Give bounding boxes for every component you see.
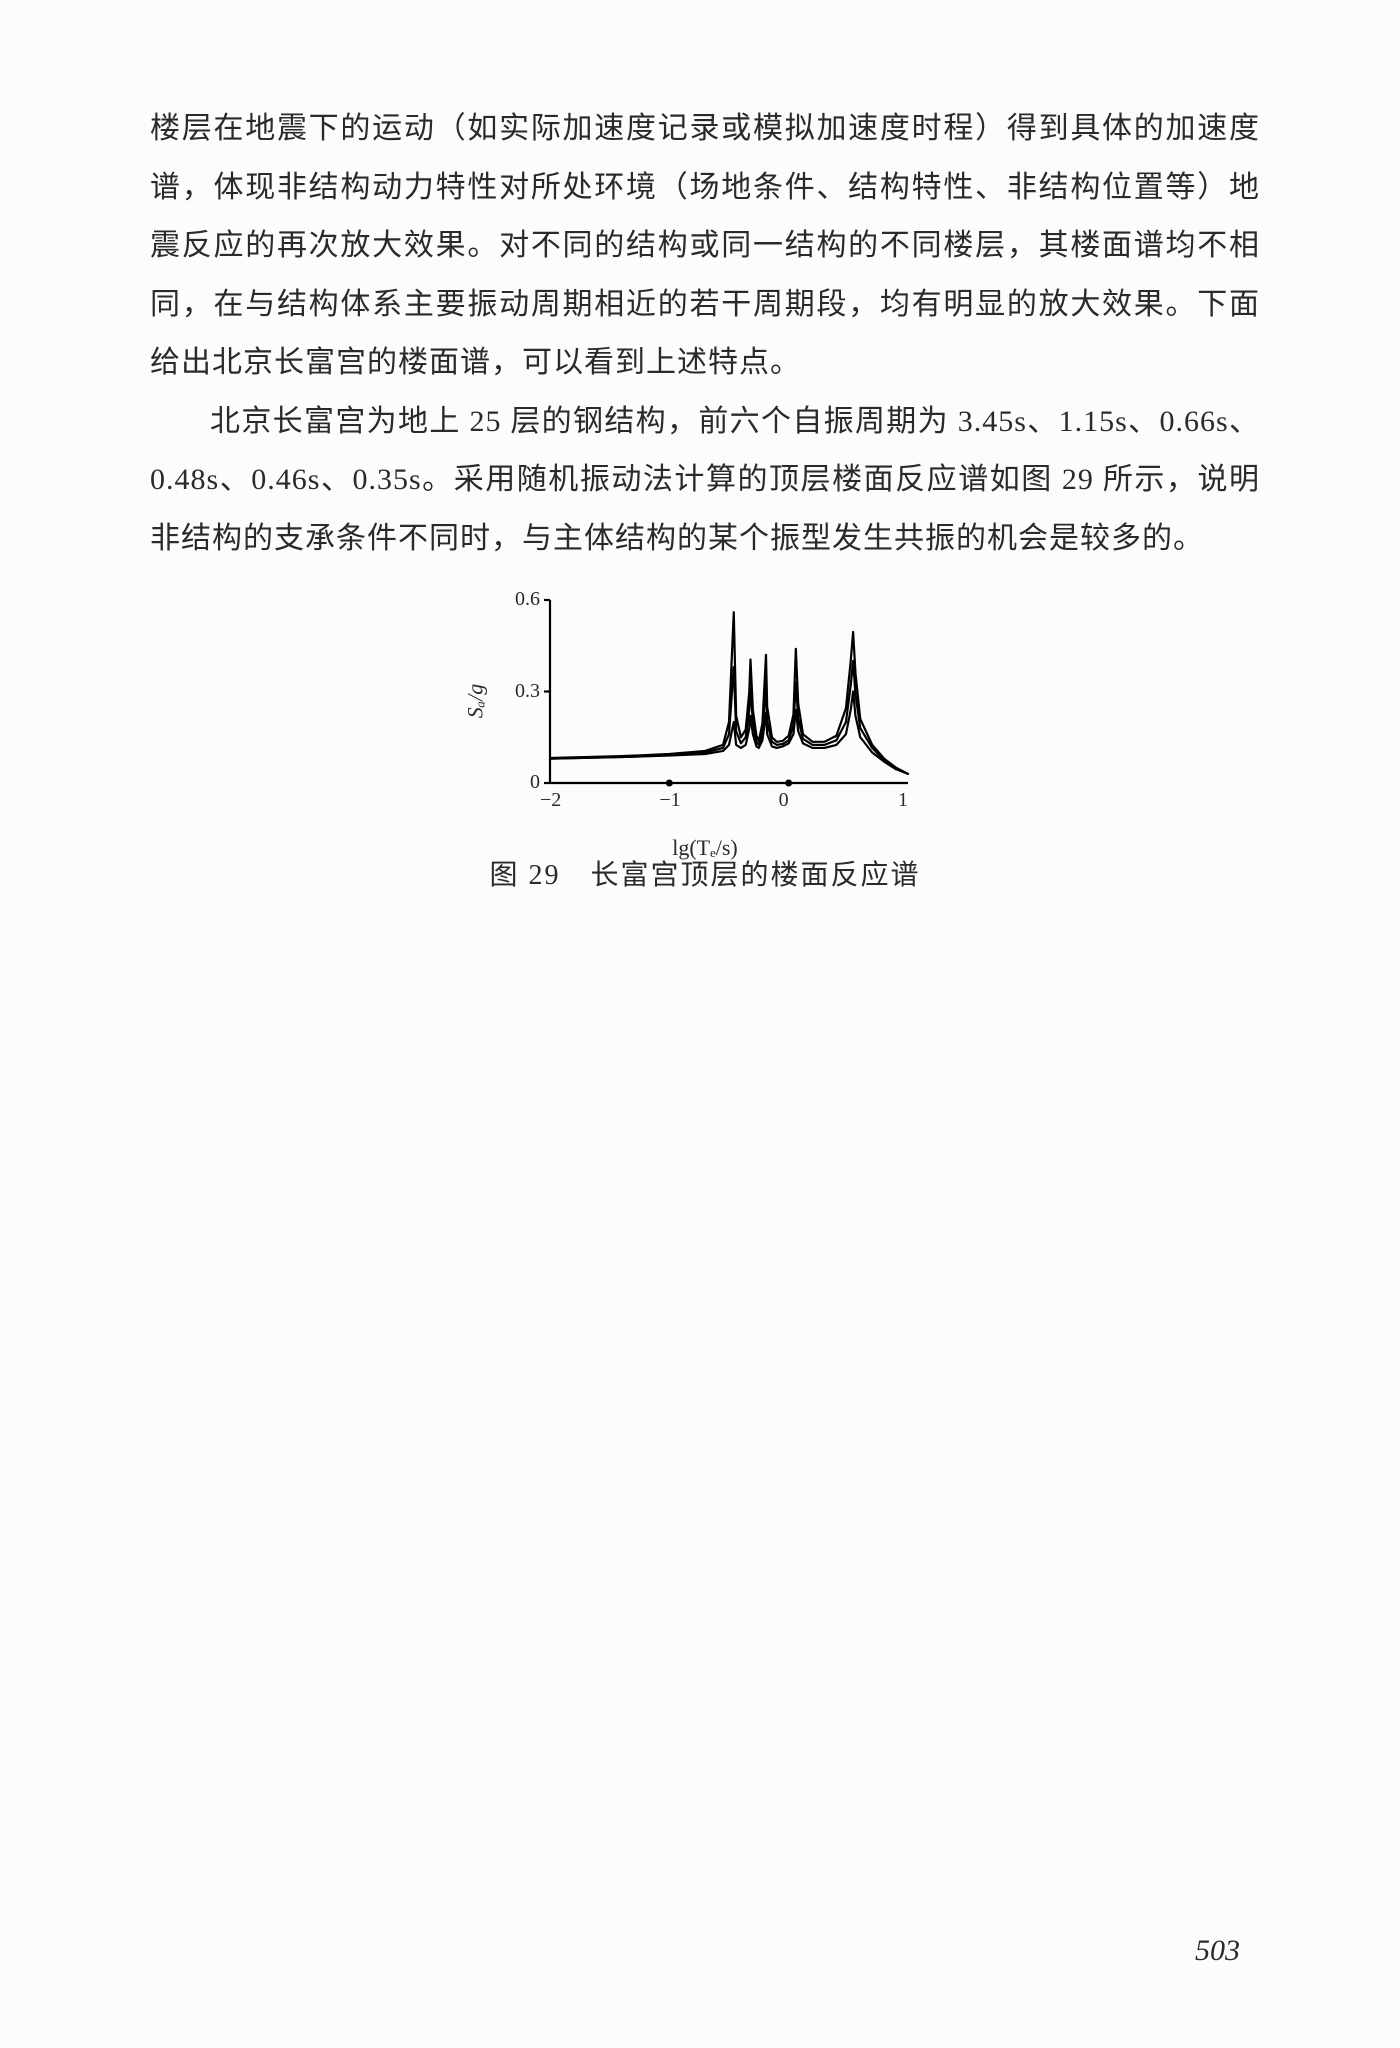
y-tick-label: 0.6	[515, 588, 540, 611]
page-number: 503	[1195, 1934, 1240, 1968]
y-tick-label: 0	[530, 771, 540, 794]
x-tick-label: −1	[659, 789, 680, 812]
chart-plot-area: Sₐ/g lg(Tₑ/s) 00.30.6−2−101	[490, 588, 920, 813]
body-paragraph-1: 楼层在地震下的运动（如实际加速度记录或模拟加速度时程）得到具体的加速度谱，体现非…	[150, 100, 1260, 393]
chart-x-axis-label: lg(Tₑ/s)	[672, 835, 738, 861]
figure-29: Sₐ/g lg(Tₑ/s) 00.30.6−2−101 图 29 长富宫顶层的楼…	[150, 588, 1260, 893]
x-tick-label: −2	[540, 789, 561, 812]
x-tick-label: 1	[898, 789, 908, 812]
chart-y-axis-label: Sₐ/g	[462, 683, 488, 718]
body-paragraph-2: 北京长富宫为地上 25 层的钢结构，前六个自振周期为 3.45s、1.15s、0…	[150, 393, 1260, 569]
x-tick-label: 0	[779, 789, 789, 812]
y-tick-label: 0.3	[515, 680, 540, 703]
